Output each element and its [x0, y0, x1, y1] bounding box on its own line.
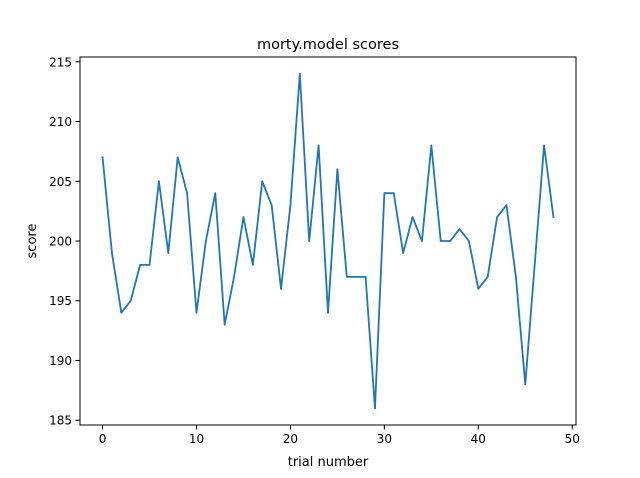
data-point: [101, 156, 104, 159]
y-tick-label: 200: [49, 235, 72, 249]
x-tick-label: 20: [283, 432, 298, 446]
x-axis: 0 10 20 30 40 50: [99, 425, 580, 446]
data-point: [242, 216, 245, 219]
data-point: [486, 275, 489, 278]
data-point: [251, 264, 254, 266]
data-point: [167, 252, 170, 254]
data-point: [383, 192, 386, 195]
data-point: [289, 204, 292, 207]
data-point: [317, 144, 320, 147]
data-point: [214, 192, 217, 195]
data-point: [176, 156, 179, 159]
data-point: [345, 275, 348, 278]
data-point: [336, 168, 339, 171]
data-point: [439, 240, 442, 242]
data-point: [543, 144, 545, 147]
data-point: [148, 264, 151, 266]
x-tick-label: 40: [471, 432, 486, 446]
y-axis: 185 190 195 200 205 210 215: [49, 55, 80, 428]
data-point: [468, 240, 470, 242]
plot-frame: [79, 56, 577, 426]
data-point: [158, 180, 160, 183]
data-point: [449, 240, 452, 242]
data-point: [374, 407, 376, 410]
data-point: [496, 216, 498, 219]
data-point: [233, 275, 235, 278]
data-point: [186, 192, 188, 195]
x-axis-label: trial number: [288, 455, 369, 470]
chart-title: morty.model scores: [257, 37, 399, 53]
data-point: [261, 180, 264, 183]
data-point: [327, 311, 329, 314]
data-point: [505, 204, 508, 207]
x-tick-label: 30: [377, 432, 392, 446]
y-axis-label: score: [25, 224, 40, 259]
x-tick-label: 50: [565, 432, 580, 446]
data-point: [421, 240, 423, 242]
y-tick-label: 205: [49, 175, 72, 189]
x-tick-label: 0: [99, 432, 107, 446]
data-point: [458, 228, 461, 230]
data-point: [514, 275, 517, 278]
data-point: [524, 383, 527, 386]
data-point: [139, 264, 142, 266]
data-point: [195, 311, 198, 314]
data-point: [552, 216, 555, 219]
data-point: [223, 323, 226, 326]
x-tick-label: 10: [189, 432, 204, 446]
data-point: [430, 144, 433, 147]
data-point: [120, 311, 123, 314]
data-point: [402, 252, 405, 254]
y-tick-label: 210: [49, 115, 72, 129]
data-point: [298, 72, 301, 75]
data-point: [308, 240, 311, 242]
y-tick-label: 190: [49, 354, 72, 368]
data-point: [364, 275, 367, 278]
data-point: [355, 275, 358, 278]
data-point: [204, 240, 207, 242]
y-tick-label: 195: [49, 294, 72, 308]
data-point: [411, 216, 414, 219]
data-point: [280, 287, 282, 290]
data-point: [392, 192, 395, 195]
plot-area: [101, 72, 555, 410]
data-point: [270, 204, 273, 207]
y-tick-label: 185: [49, 414, 72, 428]
data-point: [477, 287, 480, 290]
y-tick-label: 215: [49, 55, 72, 69]
data-point: [533, 264, 536, 266]
data-point: [129, 299, 132, 302]
data-point: [111, 252, 113, 254]
